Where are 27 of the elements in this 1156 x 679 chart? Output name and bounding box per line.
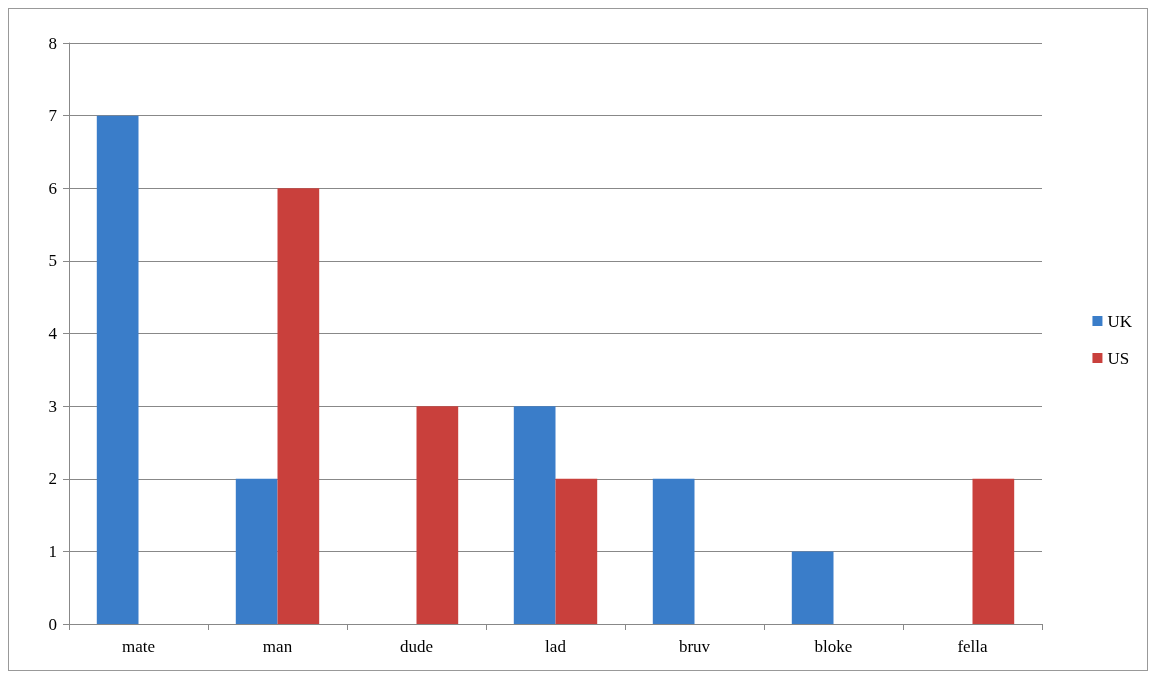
y-tick-label: 6 (48, 178, 57, 198)
bar (96, 115, 139, 624)
bar (277, 188, 320, 624)
y-tick-label: 0 (48, 614, 57, 634)
bar (791, 551, 834, 624)
y-tick-label: 7 (48, 106, 58, 126)
y-tick-label: 4 (48, 324, 58, 343)
bar (235, 478, 278, 624)
y-tick-label: 8 (48, 33, 57, 53)
bar (513, 406, 556, 624)
y-tick-label: 2 (48, 469, 57, 489)
x-tick-label: dude (399, 637, 434, 656)
y-tick-label: 5 (48, 251, 57, 271)
x-tick-label: mate (121, 637, 156, 656)
legend-label: UK (1107, 311, 1133, 331)
bar (555, 478, 598, 624)
x-tick-label: bloke (814, 637, 853, 656)
y-tick-label: 1 (48, 541, 57, 561)
x-tick-label: fella (957, 637, 989, 656)
x-tick-label: lad (545, 637, 567, 656)
bar (416, 406, 459, 624)
y-tick-label: 3 (48, 396, 57, 416)
legend-label: US (1107, 348, 1130, 368)
x-tick-label: man (262, 637, 293, 656)
x-tick-label: bruv (678, 637, 711, 656)
bar (652, 478, 695, 624)
bar (972, 478, 1015, 624)
